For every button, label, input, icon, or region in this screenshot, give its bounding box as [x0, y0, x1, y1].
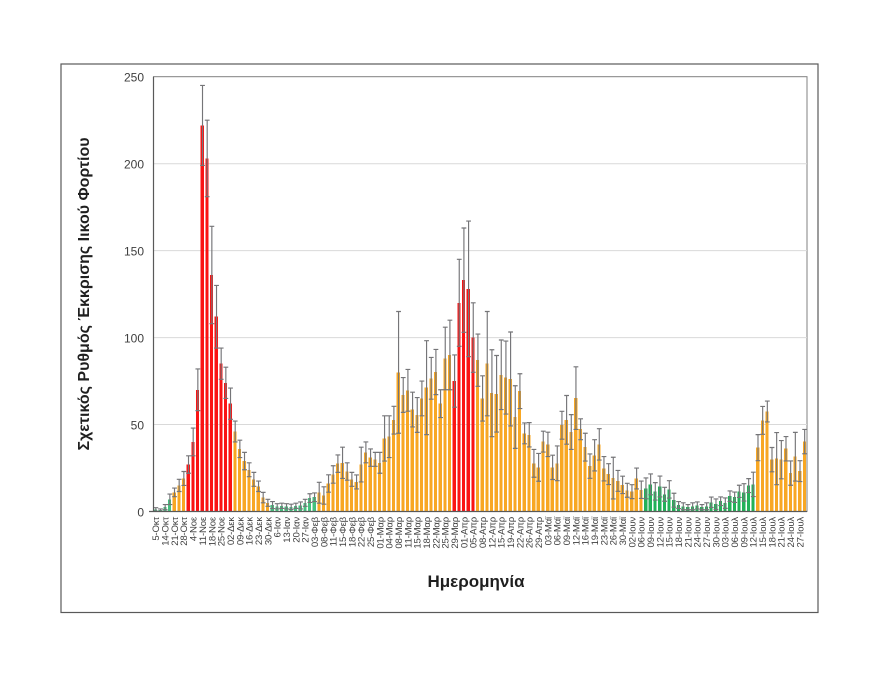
svg-text:29-Μαρ: 29-Μαρ [450, 516, 461, 548]
svg-text:02-Δεκ: 02-Δεκ [226, 517, 237, 546]
svg-text:23-Μαϊ: 23-Μαϊ [599, 516, 610, 545]
svg-text:21-Οκτ: 21-Οκτ [170, 517, 181, 546]
svg-text:05-Απρ: 05-Απρ [469, 516, 480, 548]
svg-text:28-Οκτ: 28-Οκτ [179, 517, 190, 546]
svg-text:15-Ιουλ: 15-Ιουλ [758, 517, 769, 548]
svg-text:25-Νοε: 25-Νοε [217, 516, 228, 546]
svg-text:26-Μαϊ: 26-Μαϊ [609, 516, 620, 545]
svg-text:14-Οκτ: 14-Οκτ [161, 517, 172, 546]
svg-text:27-Ιουλ: 27-Ιουλ [795, 517, 806, 548]
svg-text:03-Ιουλ: 03-Ιουλ [721, 517, 732, 548]
svg-text:12-Ιουν: 12-Ιουν [655, 517, 666, 548]
svg-text:15-Φεβ: 15-Φεβ [338, 516, 349, 547]
svg-text:24-Ιουν: 24-Ιουν [693, 517, 704, 548]
svg-text:30-Ιουν: 30-Ιουν [711, 517, 722, 548]
svg-text:29-Απρ: 29-Απρ [534, 516, 545, 548]
svg-text:01-Απρ: 01-Απρ [459, 516, 470, 548]
svg-text:26-Απρ: 26-Απρ [525, 516, 536, 548]
svg-text:15-Απρ: 15-Απρ [497, 516, 508, 548]
svg-text:11-Μαρ: 11-Μαρ [403, 516, 414, 548]
svg-text:Σχετικός Ρυθμός Έκκρισης Ιικού: Σχετικός Ρυθμός Έκκρισης Ιικού Φορτίου [76, 137, 93, 450]
svg-text:18-Νοε: 18-Νοε [207, 516, 218, 546]
svg-text:11-Φεβ: 11-Φεβ [329, 516, 340, 546]
svg-text:06-Ιουλ: 06-Ιουλ [730, 517, 741, 548]
svg-text:08-Φεβ: 08-Φεβ [319, 516, 330, 547]
svg-text:5-Οκτ: 5-Οκτ [151, 517, 162, 541]
svg-text:04-Μαρ: 04-Μαρ [385, 516, 396, 548]
svg-text:08-Απρ: 08-Απρ [478, 516, 489, 548]
svg-text:06-Ιουν: 06-Ιουν [637, 517, 648, 548]
svg-text:30-Μαϊ: 30-Μαϊ [618, 516, 629, 545]
svg-text:6-Ιαν: 6-Ιαν [273, 517, 284, 538]
svg-text:12-Ιουλ: 12-Ιουλ [749, 517, 760, 548]
svg-text:22-Φεβ: 22-Φεβ [357, 516, 368, 547]
svg-text:09-Δεκ: 09-Δεκ [235, 517, 246, 546]
svg-text:22-Μαρ: 22-Μαρ [431, 516, 442, 548]
svg-text:250: 250 [124, 71, 144, 85]
svg-text:03-Μαϊ: 03-Μαϊ [543, 516, 554, 545]
svg-text:23-Δεκ: 23-Δεκ [254, 517, 265, 546]
svg-text:50: 50 [131, 418, 145, 432]
svg-text:0: 0 [137, 505, 144, 519]
svg-text:16-Δεκ: 16-Δεκ [245, 517, 256, 546]
svg-text:09-Ιουν: 09-Ιουν [646, 517, 657, 548]
svg-text:01-Μαρ: 01-Μαρ [375, 516, 386, 548]
svg-text:09-Ιουλ: 09-Ιουλ [739, 517, 750, 548]
svg-text:25-Φεβ: 25-Φεβ [366, 516, 377, 547]
svg-text:18-Ιουν: 18-Ιουν [674, 517, 685, 548]
svg-text:16-Μαϊ: 16-Μαϊ [581, 516, 592, 545]
svg-text:4-Νοε: 4-Νοε [189, 516, 200, 541]
svg-text:30-Δεκ: 30-Δεκ [263, 517, 274, 546]
svg-text:12-Απρ: 12-Απρ [487, 516, 498, 548]
svg-text:100: 100 [124, 331, 144, 345]
svg-text:08-Μαρ: 08-Μαρ [394, 516, 405, 548]
svg-text:Ημερομηνία: Ημερομηνία [427, 572, 525, 591]
svg-text:21-Ιουν: 21-Ιουν [683, 517, 694, 548]
svg-text:22-Απρ: 22-Απρ [515, 516, 526, 548]
svg-text:27-Ιαν: 27-Ιαν [301, 517, 312, 543]
svg-text:24-Ιουλ: 24-Ιουλ [786, 517, 797, 548]
svg-text:09-Μαϊ: 09-Μαϊ [562, 516, 573, 545]
svg-text:20-Ιαν: 20-Ιαν [291, 517, 302, 543]
svg-text:19-Απρ: 19-Απρ [506, 516, 517, 548]
svg-text:25-Μαρ: 25-Μαρ [441, 516, 452, 548]
svg-text:15-Μαρ: 15-Μαρ [413, 516, 424, 548]
svg-text:11-Νοε: 11-Νοε [198, 516, 209, 545]
svg-text:12-Μαϊ: 12-Μαϊ [571, 516, 582, 545]
svg-text:02-Ιουν: 02-Ιουν [627, 517, 638, 548]
svg-text:18-Φεβ: 18-Φεβ [347, 516, 358, 547]
svg-text:15-Ιουν: 15-Ιουν [665, 517, 676, 548]
svg-text:03-Φεβ: 03-Φεβ [310, 516, 321, 547]
svg-text:150: 150 [124, 244, 144, 258]
svg-text:200: 200 [124, 158, 144, 172]
svg-text:13-Ιαν: 13-Ιαν [282, 517, 293, 543]
svg-text:27-Ιουν: 27-Ιουν [702, 517, 713, 548]
svg-text:18-Ιουλ: 18-Ιουλ [767, 517, 778, 548]
svg-text:19-Μαϊ: 19-Μαϊ [590, 516, 601, 545]
svg-text:06-Μαϊ: 06-Μαϊ [553, 516, 564, 545]
svg-text:18-Μαρ: 18-Μαρ [422, 516, 433, 548]
svg-text:21-Ιουλ: 21-Ιουλ [777, 517, 788, 548]
